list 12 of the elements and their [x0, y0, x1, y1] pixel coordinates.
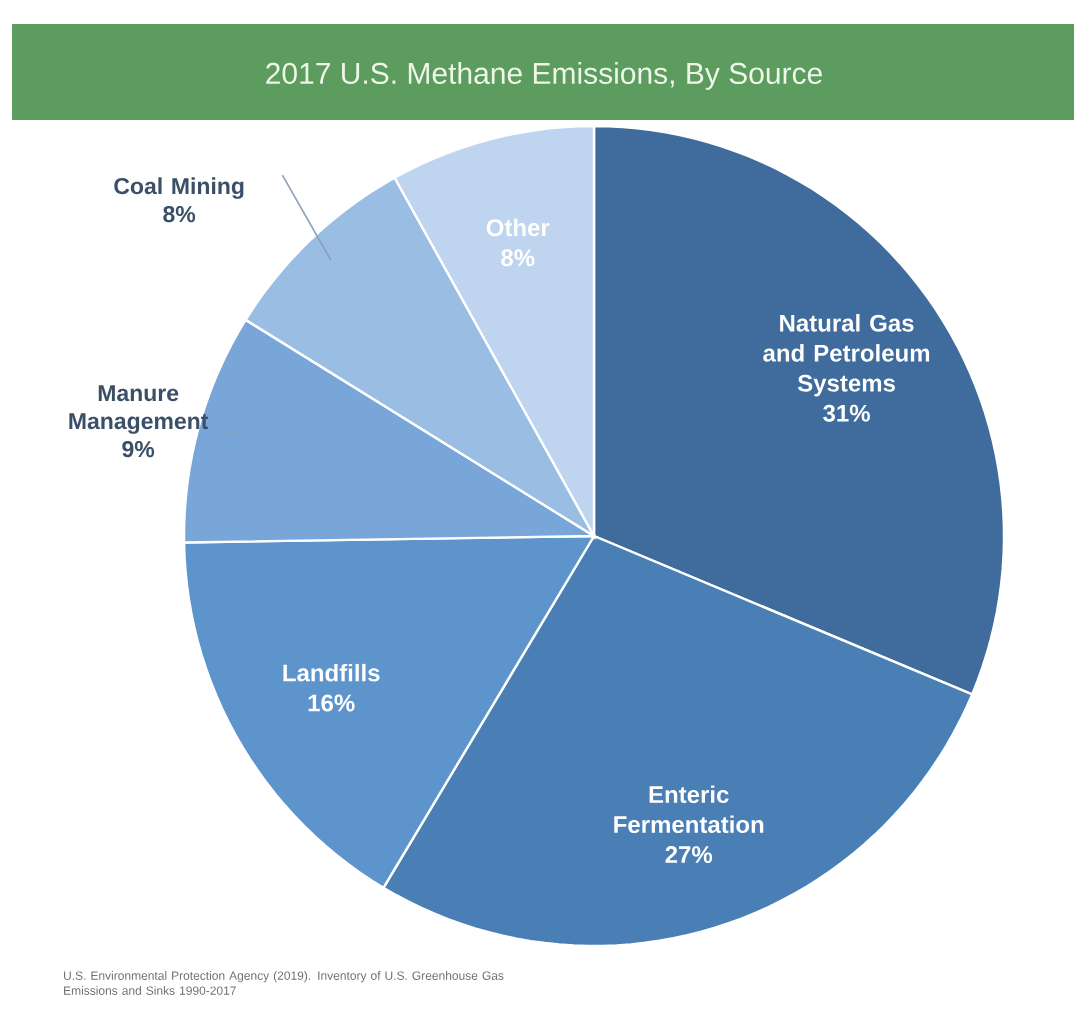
slice-label: Enteric Fermentation [614, 785, 764, 834]
data-label: 31% [823, 404, 870, 422]
slice-label: Coal Mining [114, 177, 244, 199]
data-label: 16% [308, 694, 355, 712]
data-label: 27% [665, 846, 713, 864]
data-label: 9% [122, 440, 155, 458]
data-label: 8% [501, 249, 535, 267]
slice-label: Other [486, 218, 550, 237]
chart-title: 2017 U.S. Methane Emissions, By Source [266, 62, 822, 90]
slice-label: Natural Gas and Petroleum Systems [763, 314, 930, 397]
data-label: 8% [163, 205, 196, 223]
slice-label: Landfills [283, 663, 380, 682]
